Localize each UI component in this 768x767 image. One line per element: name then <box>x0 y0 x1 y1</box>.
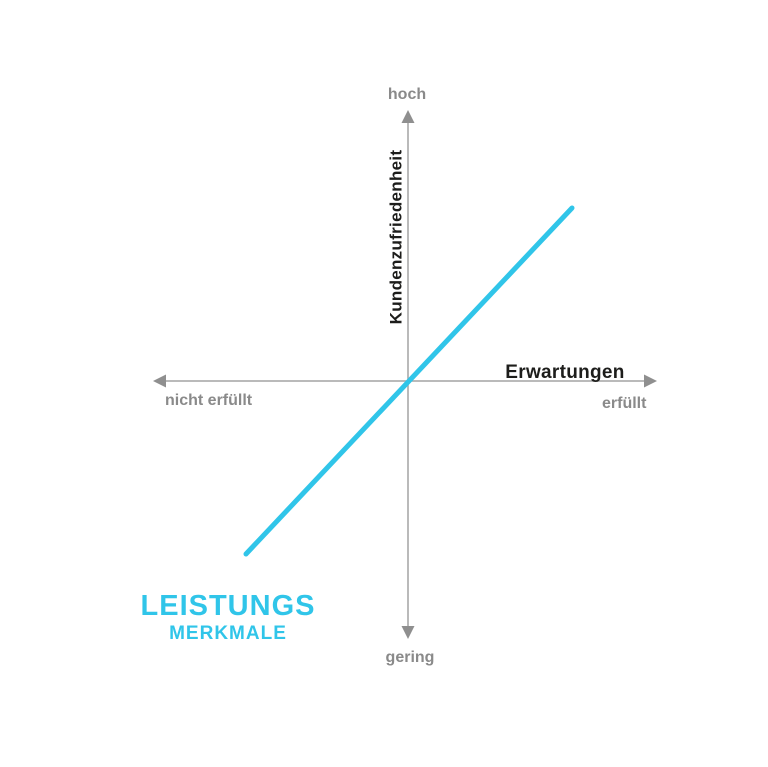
diagram-title-line2: MERKMALE <box>169 623 287 644</box>
y-axis-title: Kundenzufriedenheit <box>386 149 406 325</box>
right-arrowhead-icon <box>644 374 657 388</box>
down-arrowhead-icon <box>401 626 415 639</box>
up-arrowhead-icon <box>401 110 415 123</box>
y-axis-min-label: gering <box>385 649 435 666</box>
diagram-title-line1: LEISTUNGS <box>140 590 316 622</box>
x-axis-min-label: nicht erfüllt <box>165 392 253 409</box>
left-arrowhead-icon <box>153 374 166 388</box>
performance-line <box>243 205 575 557</box>
x-axis-title: Erwartungen <box>505 362 625 383</box>
x-axis-max-label: erfüllt <box>602 395 647 412</box>
y-axis-max-label: hoch <box>387 86 427 103</box>
